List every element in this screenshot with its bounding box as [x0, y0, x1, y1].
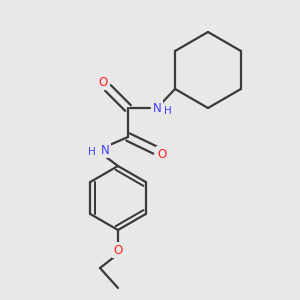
Text: H: H	[164, 106, 172, 116]
Text: H: H	[88, 147, 96, 157]
Text: O: O	[113, 244, 123, 256]
Text: N: N	[153, 101, 161, 115]
Text: N: N	[100, 143, 109, 157]
Text: O: O	[98, 76, 108, 88]
Text: O: O	[158, 148, 166, 160]
